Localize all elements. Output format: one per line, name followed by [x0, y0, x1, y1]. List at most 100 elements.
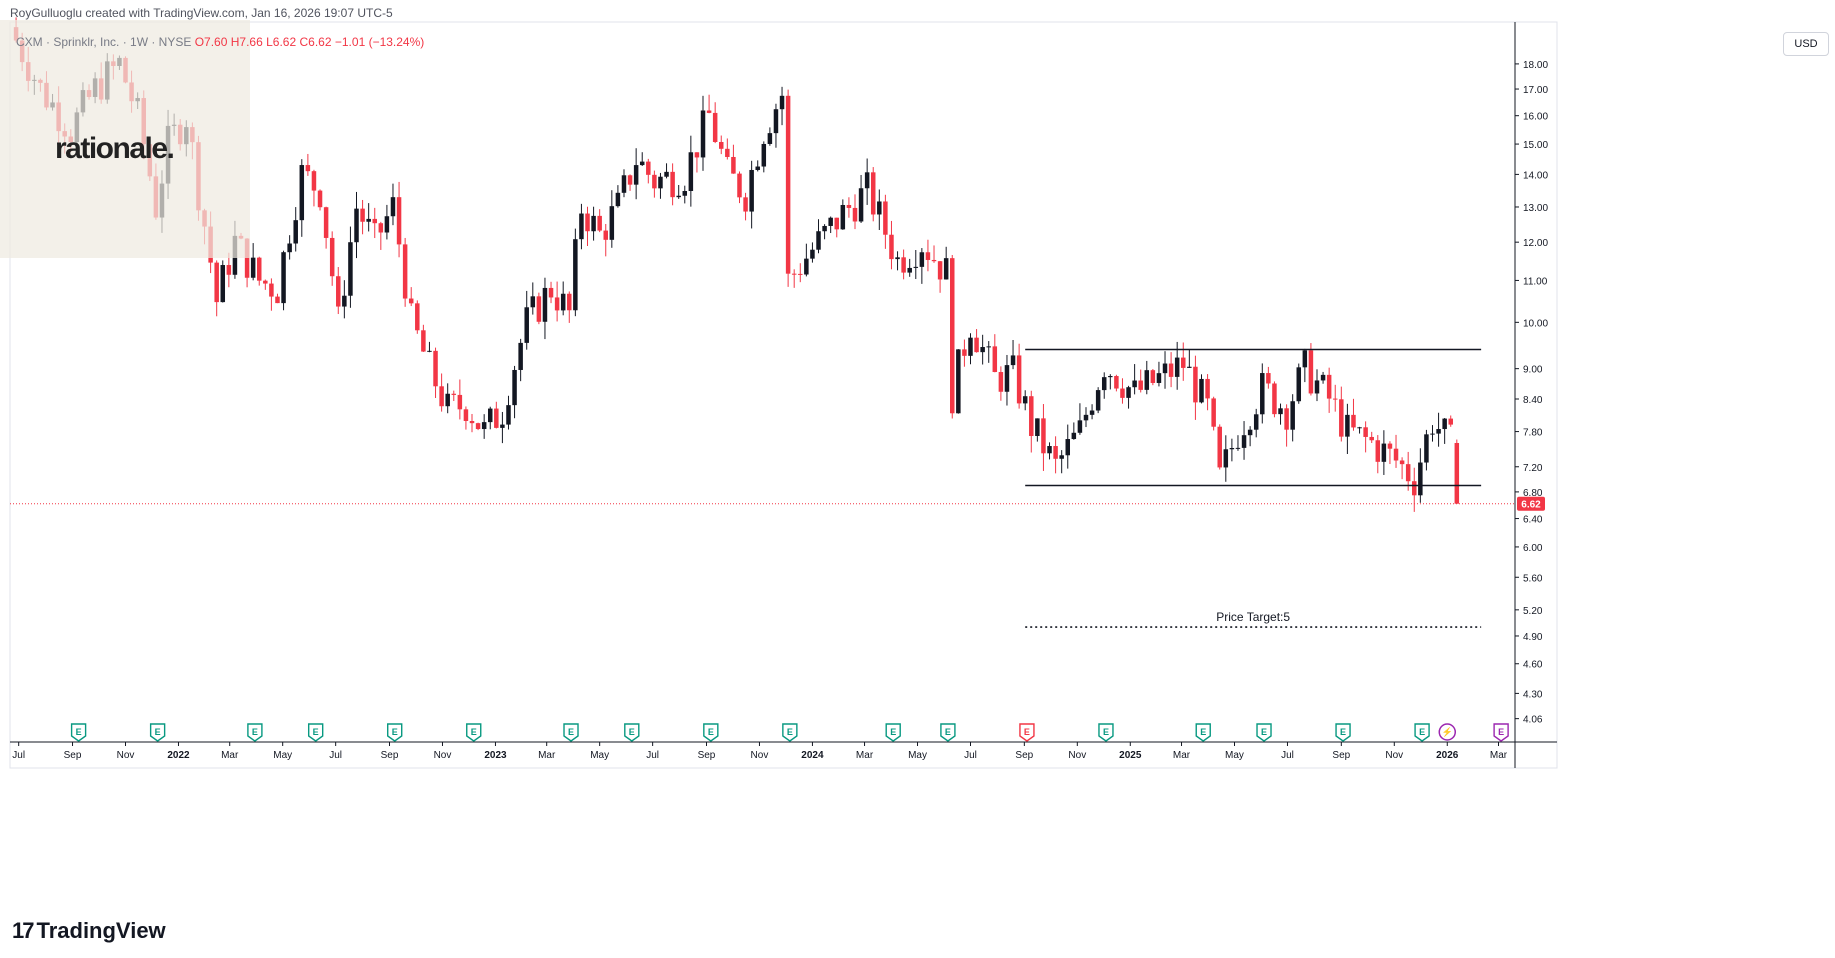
candle-body: [1077, 420, 1083, 433]
earnings-icon[interactable]: [1256, 723, 1272, 742]
drawings[interactable]: Price Target:5: [10, 348, 1515, 628]
chart-credit: RoyGulluoglu created with TradingView.co…: [10, 6, 393, 20]
event-glyph: E: [787, 727, 793, 737]
candle-body: [1071, 432, 1077, 440]
candle-body: [1332, 398, 1338, 400]
tradingview-logo-icon: 17: [12, 918, 35, 943]
candle-body: [317, 190, 323, 208]
event-glyph: E: [629, 727, 635, 737]
earnings-icon[interactable]: [466, 723, 482, 742]
earnings-icon[interactable]: [1493, 723, 1509, 742]
candle-body: [895, 257, 900, 260]
candle-body: [858, 188, 864, 222]
candle-body: [749, 169, 754, 212]
earnings-icon[interactable]: [70, 723, 87, 742]
earnings-icon[interactable]: [885, 723, 901, 742]
candle-body: [372, 218, 377, 224]
candle-body: [664, 171, 669, 177]
candle-body: [469, 420, 475, 424]
price-tick-label: 7.20: [1523, 463, 1543, 474]
events[interactable]: E E E E E E E E E E E E E E E E E E ⚡ E: [70, 723, 1509, 742]
candle-body: [658, 176, 663, 189]
time-tick-label: Mar: [221, 750, 239, 761]
time-tick-label: Mar: [538, 750, 556, 761]
candle-body: [1375, 440, 1381, 462]
price-tick-label: 11.00: [1523, 276, 1548, 287]
candle-body: [287, 243, 292, 253]
earnings-icon[interactable]: [782, 723, 798, 742]
candle-body: [1363, 427, 1368, 437]
candle-body: [1326, 374, 1332, 399]
change-value: −1.01 (−13.24%): [334, 35, 425, 49]
candle-body: [481, 422, 487, 430]
candle-body: [250, 257, 256, 278]
dividend-icon[interactable]: [1438, 723, 1457, 741]
candle-body: [1302, 350, 1308, 368]
earnings-icon[interactable]: [940, 723, 956, 742]
earnings-icon[interactable]: [1195, 723, 1211, 742]
time-tick-label: May: [908, 750, 927, 761]
earnings-icon[interactable]: [1414, 723, 1430, 742]
earnings-icon[interactable]: [149, 723, 166, 742]
candle-body: [1022, 396, 1028, 404]
candle-body: [1424, 434, 1429, 463]
candle-body: [1120, 388, 1125, 398]
symbol-name[interactable]: CXM · Sprinklr, Inc. · 1W · NYSE: [16, 35, 192, 49]
time-tick-label: Jul: [964, 750, 977, 761]
candle-body: [1241, 435, 1247, 448]
earnings-icon[interactable]: [703, 723, 719, 742]
candle-body: [1339, 399, 1344, 437]
time-tick-label: 2024: [801, 750, 824, 761]
candle-body: [336, 276, 341, 307]
event-glyph: E: [1103, 727, 1109, 737]
candle-body: [761, 143, 767, 167]
candle-body: [293, 220, 298, 244]
candle-body: [1430, 433, 1435, 435]
candle-body: [518, 342, 523, 370]
event-glyph: E: [1200, 727, 1206, 737]
earnings-icon[interactable]: [307, 723, 324, 742]
candle-body: [627, 175, 633, 185]
candle-body: [396, 197, 402, 245]
time-tick-label: 2025: [1119, 750, 1142, 761]
time-tick-label: Sep: [1015, 750, 1033, 761]
time-axis[interactable]: Jul Sep Nov 2022 Mar May Jul Sep Nov 2023 Mar May Ju…: [12, 742, 1508, 761]
candle-body: [1393, 448, 1399, 461]
price-tick-label: 5.60: [1523, 573, 1543, 584]
earnings-icon[interactable]: [624, 723, 640, 742]
candle-body: [1187, 366, 1192, 368]
earnings-icon[interactable]: [387, 723, 403, 742]
candle-body: [773, 109, 779, 134]
candle-body: [390, 197, 396, 217]
candle-body: [1278, 408, 1283, 415]
candle-body: [329, 237, 335, 277]
earnings-icon[interactable]: [1098, 723, 1114, 742]
candle-body: [1290, 401, 1295, 430]
candle-body: [828, 217, 833, 226]
currency-button[interactable]: USD: [1783, 32, 1829, 56]
earnings-icon[interactable]: [247, 723, 263, 742]
candle-body: [591, 215, 596, 232]
time-tick-label: May: [590, 750, 609, 761]
candle-body: [427, 350, 432, 352]
candle-body: [1126, 387, 1131, 398]
price-axis[interactable]: 4.06 4.30 4.60 4.90 5.20 5.60 6.00 6.40 6.80 7.20…: [1515, 60, 1548, 726]
candle-body: [1108, 376, 1113, 378]
candle-body: [1211, 398, 1216, 427]
earnings-icon[interactable]: [563, 723, 579, 742]
time-tick-label: Mar: [856, 750, 874, 761]
candle-body: [925, 252, 931, 260]
time-tick-label: Nov: [1068, 750, 1086, 761]
time-tick-label: Jul: [1281, 750, 1294, 761]
event-glyph: E: [1340, 727, 1346, 737]
candle-body: [1095, 390, 1101, 411]
earnings-icon[interactable]: [1019, 723, 1035, 742]
earnings-icon[interactable]: [1335, 723, 1351, 742]
candle-body: [1266, 373, 1271, 384]
candle-body: [670, 171, 675, 198]
candle-body: [585, 213, 590, 232]
candle-body: [1217, 426, 1222, 468]
tradingview-brand[interactable]: 17 TradingView: [12, 918, 166, 944]
symbol-legend[interactable]: CXM · Sprinklr, Inc. · 1W · NYSE O7.60 H…: [16, 35, 424, 49]
